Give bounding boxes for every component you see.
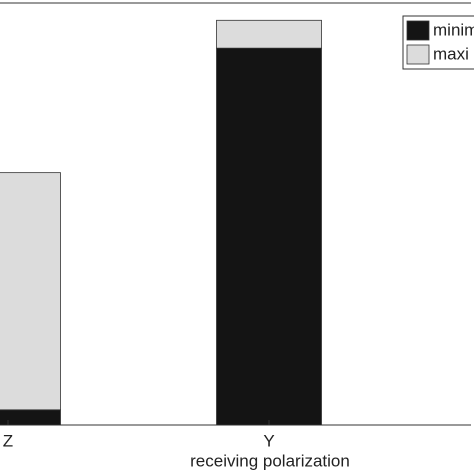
bar-segment (0, 172, 61, 411)
x-tick-label: Y (263, 431, 274, 450)
x-axis-label: receiving polarization (190, 451, 350, 470)
legend-swatch (406, 44, 430, 65)
legend-swatch (406, 20, 430, 41)
x-tick-label: Z (3, 431, 13, 450)
bar-segment (216, 19, 322, 49)
legend-label: minim (433, 20, 474, 39)
legend-label: maxi (433, 44, 469, 63)
bar-segment (0, 409, 61, 426)
bar-segment (216, 47, 322, 426)
